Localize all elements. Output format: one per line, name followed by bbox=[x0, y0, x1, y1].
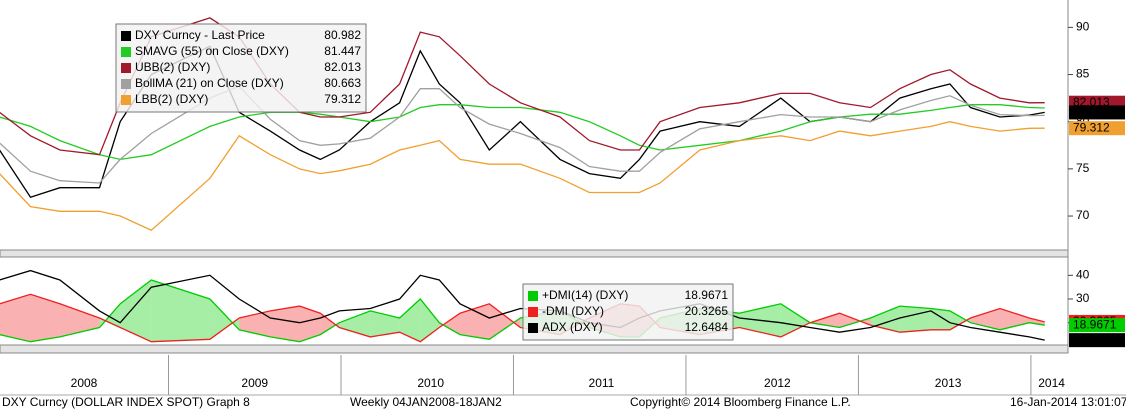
legend-value: 20.3265 bbox=[685, 304, 729, 318]
y-tick-label: 85 bbox=[1076, 67, 1090, 81]
legend-label: DXY Curncy - Last Price bbox=[135, 28, 265, 42]
y-tick-label: 70 bbox=[1076, 208, 1090, 222]
series-line bbox=[0, 17, 1045, 156]
dmi-fill bbox=[399, 299, 421, 342]
dmi-fill bbox=[420, 299, 440, 342]
y-tick-label: 75 bbox=[1076, 161, 1090, 175]
y-tick-label: 30 bbox=[1076, 291, 1090, 305]
dmi-fill bbox=[780, 303, 811, 337]
dmi-fill bbox=[930, 308, 950, 330]
legend-box bbox=[522, 283, 734, 341]
y-tick-label: 40 bbox=[1076, 267, 1090, 281]
dmi-fill bbox=[30, 294, 60, 342]
x-tick-label: 2009 bbox=[241, 376, 268, 390]
panel-divider bbox=[0, 249, 1069, 258]
series-line bbox=[0, 269, 1045, 341]
dmi-fill bbox=[320, 313, 340, 335]
value-box bbox=[1069, 105, 1125, 120]
footer-text: Weekly 04JAN2008-18JAN2 bbox=[350, 395, 502, 409]
series-line bbox=[0, 293, 1045, 343]
dmi-fill bbox=[370, 310, 400, 337]
legend-label: +DMI(14) (DXY) bbox=[542, 288, 628, 302]
value-box bbox=[1069, 121, 1125, 136]
dmi-fill bbox=[439, 313, 461, 335]
footer-text: 16-Jan-2014 13:01:07 bbox=[1010, 395, 1126, 409]
legend-value: 82.013 bbox=[324, 60, 361, 74]
panel-divider bbox=[0, 344, 1069, 354]
legend-label: BollMA (21) on Close (DXY) bbox=[135, 76, 284, 90]
footer-text: Copyright© 2014 Bloomberg Finance L.P. bbox=[630, 395, 851, 409]
legend-swatch bbox=[121, 79, 131, 89]
legend-value: 81.447 bbox=[324, 44, 361, 58]
value-box bbox=[1069, 318, 1125, 333]
legend-swatch bbox=[528, 307, 538, 317]
value-box bbox=[1069, 333, 1125, 348]
legend-value: 80.982 bbox=[324, 28, 361, 42]
legend-swatch bbox=[121, 47, 131, 57]
dmi-fill bbox=[239, 310, 271, 337]
dmi-fill bbox=[1029, 317, 1045, 326]
footer-text: DXY Curncy (DOLLAR INDEX SPOT) Graph 8 bbox=[2, 395, 250, 409]
dmi-fill bbox=[899, 306, 931, 333]
series-line bbox=[0, 104, 1045, 161]
dmi-fill bbox=[489, 303, 521, 340]
x-tick-label: 2010 bbox=[417, 376, 444, 390]
legend-label: ADX (DXY) bbox=[542, 320, 603, 334]
dmi-fill bbox=[270, 306, 300, 342]
legend-swatch bbox=[121, 31, 131, 41]
value-box-label: 18.9671 bbox=[1073, 317, 1117, 331]
legend-value: 79.312 bbox=[324, 92, 361, 106]
legend-box bbox=[115, 23, 367, 113]
dmi-fill bbox=[460, 303, 490, 340]
legend-swatch bbox=[121, 95, 131, 105]
x-tick-label: 2012 bbox=[764, 376, 791, 390]
dmi-fill bbox=[151, 280, 210, 342]
legend-label: SMAVG (55) on Close (DXY) bbox=[135, 44, 289, 58]
dmi-fill bbox=[299, 306, 321, 342]
dmi-fill bbox=[209, 299, 240, 340]
legend-value: 12.6484 bbox=[685, 320, 729, 334]
x-tick-label: 2008 bbox=[71, 376, 98, 390]
legend-value: 18.9671 bbox=[685, 288, 729, 302]
dmi-fill bbox=[0, 294, 31, 342]
x-tick-label: 2014 bbox=[1038, 376, 1065, 390]
y-tick-label: 90 bbox=[1076, 20, 1090, 34]
legend-swatch bbox=[528, 291, 538, 301]
value-box-label: 80.982 bbox=[1073, 105, 1110, 119]
dmi-fill bbox=[999, 308, 1030, 330]
series-line bbox=[0, 279, 1045, 343]
legend-swatch bbox=[528, 323, 538, 333]
x-tick-label: 2011 bbox=[589, 376, 615, 390]
legend-label: LBB(2) (DXY) bbox=[135, 92, 208, 106]
value-box-label: 12.6484 bbox=[1073, 332, 1117, 346]
series-line bbox=[0, 121, 1045, 231]
dmi-fill bbox=[970, 308, 1000, 330]
legend-label: -DMI (DXY) bbox=[542, 304, 604, 318]
legend-value: 80.663 bbox=[324, 76, 361, 90]
value-box-label: 79.312 bbox=[1073, 120, 1110, 134]
value-box-label: 82.013 bbox=[1073, 95, 1110, 109]
dmi-fill bbox=[339, 310, 371, 337]
dmi-fill bbox=[949, 310, 971, 330]
legend-swatch bbox=[121, 63, 131, 73]
legend-label: UBB(2) (DXY) bbox=[135, 60, 210, 74]
dmi-fill bbox=[59, 303, 100, 337]
dmi-fill bbox=[810, 313, 840, 328]
x-tick-label: 2013 bbox=[935, 376, 962, 390]
